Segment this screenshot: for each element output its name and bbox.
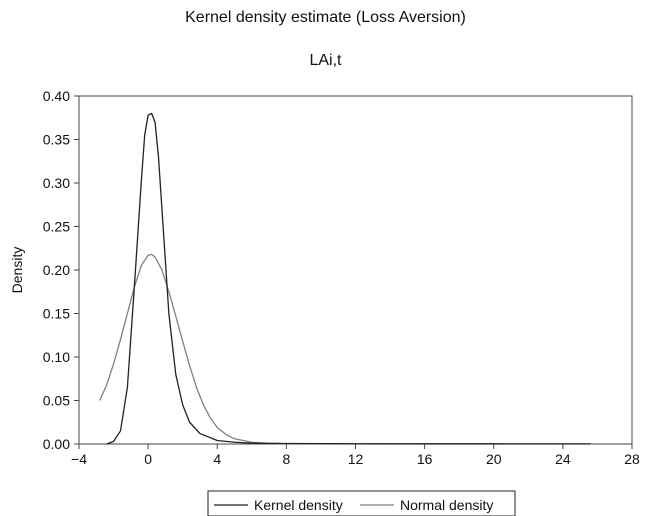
series-line-kernel-density	[106, 112, 591, 445]
chart-subtitle: LAi,t	[309, 52, 342, 69]
y-tick-label: 0.10	[43, 349, 70, 365]
x-tick-label: 16	[417, 451, 433, 467]
legend-label-normal-density: Normal density	[400, 497, 493, 513]
y-tick-label: 0.35	[43, 132, 70, 148]
x-tick-label: 0	[144, 451, 152, 467]
y-tick-label: 0.25	[43, 219, 70, 235]
x-tick-label: 24	[555, 451, 571, 467]
legend-box	[207, 490, 516, 516]
y-tick-label: 0.05	[43, 393, 70, 409]
x-tick-label: 4	[213, 451, 221, 467]
chart-title: Kernel density estimate (Loss Aversion)	[185, 9, 466, 26]
y-tick-label: 0.20	[43, 262, 70, 278]
y-tick-label: 0.15	[43, 306, 70, 322]
legend-label-kernel-density: Kernel density	[254, 497, 343, 513]
x-axis: −4 0 4 8 12 16 20 24 28	[71, 444, 640, 467]
x-tick-label: 8	[282, 451, 290, 467]
y-axis-label: Density	[9, 247, 25, 294]
legend: Kernel density Normal density	[207, 490, 516, 516]
x-tick-label: −4	[71, 451, 87, 467]
series-layer	[99, 112, 591, 445]
x-tick-label: 12	[348, 451, 364, 467]
y-tick-label: 0.00	[43, 436, 70, 452]
x-tick-label: 20	[486, 451, 502, 467]
y-axis: 0.00 0.05 0.10 0.15 0.20 0.25 0.30 0.35 0.40	[43, 88, 79, 452]
y-tick-label: 0.40	[43, 88, 70, 104]
x-tick-label: 28	[624, 451, 640, 467]
y-tick-label: 0.30	[43, 175, 70, 191]
